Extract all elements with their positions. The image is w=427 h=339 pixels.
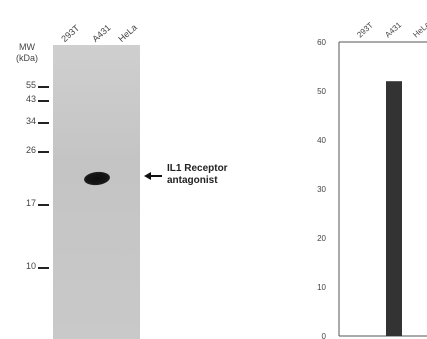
x-tick-label-293t: 293T (355, 21, 375, 40)
chart-layer: 0 10 20 30 40 50 60 293T A431 HeLa (317, 20, 427, 339)
y-tick-label-10: 10 (317, 283, 326, 292)
bar-a431 (386, 81, 402, 336)
blot-membrane (53, 45, 140, 339)
x-tick-label-a431: A431 (383, 20, 403, 40)
mw-title: MW (19, 42, 35, 52)
y-tick-label-0: 0 (322, 332, 327, 339)
mw-marker-26: 26 (25, 145, 36, 155)
y-tick-label-50: 50 (317, 87, 326, 96)
mw-tick-10 (38, 267, 49, 269)
x-tick-label-hela: HeLa (411, 20, 427, 40)
band-annotation-line2: antagonist (167, 175, 218, 186)
mw-marker-55: 55 (25, 80, 36, 90)
band-annotation-line1: IL1 Receptor (167, 163, 228, 174)
mw-tick-55 (38, 86, 49, 88)
band-annotation: IL1 Receptor antagonist (167, 163, 228, 187)
y-tick-label-60: 60 (317, 38, 326, 47)
y-tick-label-40: 40 (317, 136, 326, 145)
mw-marker-43: 43 (25, 94, 36, 104)
mw-tick-17 (38, 204, 49, 206)
mw-unit: (kDa) (16, 53, 38, 63)
band-pointer-arrowhead (144, 172, 151, 180)
mw-tick-26 (38, 151, 49, 153)
y-tick-label-30: 30 (317, 185, 326, 194)
y-tick-label-20: 20 (317, 234, 326, 243)
mw-tick-43 (38, 100, 49, 102)
mw-axis-title: MW (kDa) (16, 42, 38, 64)
mw-marker-10: 10 (25, 261, 36, 271)
mw-tick-34 (38, 122, 49, 124)
band-pointer-arrow (148, 175, 162, 177)
mw-marker-17: 17 (25, 198, 36, 208)
mw-marker-34: 34 (25, 116, 36, 126)
